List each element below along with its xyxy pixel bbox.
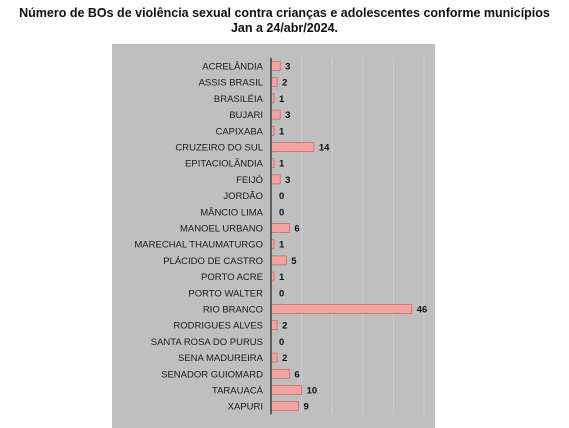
bar xyxy=(270,401,299,412)
category-label: BRASILÉIA xyxy=(214,94,264,105)
data-label: 3 xyxy=(285,110,290,121)
data-label: 0 xyxy=(279,191,284,202)
data-label: 0 xyxy=(279,207,284,218)
bar xyxy=(270,174,281,185)
category-label: MARECHAL THAUMATURGO xyxy=(134,240,263,251)
data-label: 0 xyxy=(279,288,284,299)
category-label: JORDÃO xyxy=(223,191,263,202)
bar xyxy=(270,109,281,120)
category-label: ASSIS BRASIL xyxy=(199,78,263,89)
bar xyxy=(270,320,278,331)
category-label: PORTO WALTER xyxy=(188,288,263,299)
data-label: 0 xyxy=(279,337,284,348)
bar xyxy=(270,385,302,395)
data-label: 2 xyxy=(282,353,287,364)
bar xyxy=(270,223,290,233)
category-label: MANOEL URBANO xyxy=(180,224,263,235)
data-label: 2 xyxy=(282,78,287,89)
category-label: XAPURI xyxy=(228,402,263,413)
bar xyxy=(270,368,290,379)
category-label: TARAUACÁ xyxy=(212,386,264,397)
data-label: 5 xyxy=(291,256,297,267)
data-label: 2 xyxy=(282,321,287,332)
data-label: 1 xyxy=(279,94,285,105)
data-label: 3 xyxy=(285,62,290,73)
bar xyxy=(270,142,315,152)
category-label: CAPIXABA xyxy=(215,126,263,137)
category-labels: ACRELÂNDIA ASSIS BRASIL BRASILÉIA BUJARI CAP… xyxy=(134,62,263,413)
data-label: 6 xyxy=(294,369,299,380)
category-label: CRUZEIRO DO SUL xyxy=(175,143,263,154)
category-label: FEIJÓ xyxy=(236,175,263,186)
bar xyxy=(270,77,278,88)
bar xyxy=(270,61,281,71)
bar xyxy=(270,304,413,314)
grid-lines xyxy=(301,57,425,415)
data-label: 6 xyxy=(294,224,299,235)
chart-title-line-1: Número de BOs de violência sexual contra… xyxy=(19,6,550,20)
data-label: 46 xyxy=(417,305,428,316)
bar-chart: ACRELÂNDIA ASSIS BRASIL BRASILÉIA BUJARI CAP… xyxy=(112,44,435,428)
chart-panel: ACRELÂNDIA ASSIS BRASIL BRASILÉIA BUJARI CAP… xyxy=(112,44,435,428)
bar xyxy=(270,255,287,266)
data-label: 3 xyxy=(285,175,290,186)
bar xyxy=(270,352,278,363)
category-label: MÂNCIO LIMA xyxy=(200,207,263,218)
data-label: 1 xyxy=(279,159,285,170)
data-label: 10 xyxy=(307,386,318,397)
category-label: ACRELÂNDIA xyxy=(202,62,263,73)
bars xyxy=(270,61,413,412)
category-label: BUJARI xyxy=(229,110,263,121)
data-label: 1 xyxy=(279,126,285,137)
chart-title-line-2: Jan a 24/abr/2024. xyxy=(230,21,339,35)
category-label: SENADOR GUIOMARD xyxy=(161,369,263,380)
data-label: 1 xyxy=(279,240,285,251)
category-label: SANTA ROSA DO PURUS xyxy=(151,337,263,348)
category-label: PLÁCIDO DE CASTRO xyxy=(163,256,263,267)
data-label: 9 xyxy=(304,402,309,413)
category-label: EPITACIOLÂNDIA xyxy=(185,159,264,170)
chart-title: Número de BOs de violência sexual contra… xyxy=(0,6,569,36)
category-label: PORTO ACRE xyxy=(201,272,263,283)
data-label: 14 xyxy=(319,143,330,154)
category-label: RODRIGUES ALVES xyxy=(173,321,263,332)
category-label: RIO BRANCO xyxy=(203,305,263,316)
data-label: 1 xyxy=(279,272,285,283)
category-label: SENA MADUREIRA xyxy=(178,353,264,364)
